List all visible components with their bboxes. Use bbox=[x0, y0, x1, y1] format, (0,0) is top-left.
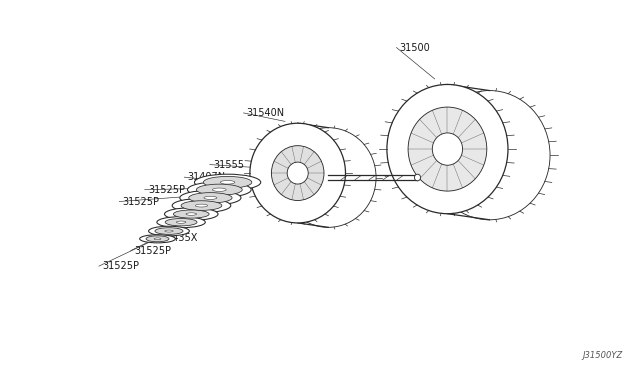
Ellipse shape bbox=[387, 84, 508, 214]
Text: 31525P: 31525P bbox=[102, 261, 139, 271]
Ellipse shape bbox=[408, 107, 487, 191]
Ellipse shape bbox=[271, 146, 324, 201]
Ellipse shape bbox=[204, 176, 252, 188]
Ellipse shape bbox=[146, 236, 169, 242]
Ellipse shape bbox=[429, 90, 550, 220]
Ellipse shape bbox=[164, 230, 173, 232]
Ellipse shape bbox=[280, 128, 376, 227]
Ellipse shape bbox=[189, 193, 232, 203]
Ellipse shape bbox=[220, 180, 235, 184]
Ellipse shape bbox=[212, 188, 226, 191]
Ellipse shape bbox=[415, 174, 420, 181]
Ellipse shape bbox=[140, 235, 175, 243]
Ellipse shape bbox=[181, 201, 222, 211]
Ellipse shape bbox=[172, 199, 231, 212]
Text: 31540N: 31540N bbox=[246, 108, 285, 118]
Ellipse shape bbox=[148, 226, 189, 236]
Text: 31525P: 31525P bbox=[134, 246, 171, 256]
Text: 31555: 31555 bbox=[213, 160, 244, 170]
Ellipse shape bbox=[195, 174, 260, 190]
Ellipse shape bbox=[154, 238, 161, 240]
Text: 31525P: 31525P bbox=[148, 185, 185, 195]
Ellipse shape bbox=[165, 218, 197, 226]
Ellipse shape bbox=[196, 184, 243, 195]
Text: 31525P: 31525P bbox=[122, 196, 159, 206]
Ellipse shape bbox=[180, 190, 241, 205]
Ellipse shape bbox=[186, 213, 196, 215]
Text: J31500YZ: J31500YZ bbox=[582, 350, 623, 359]
Text: 31407N: 31407N bbox=[188, 172, 225, 182]
Ellipse shape bbox=[173, 210, 209, 218]
Ellipse shape bbox=[188, 182, 251, 198]
Ellipse shape bbox=[287, 162, 308, 184]
Ellipse shape bbox=[250, 123, 346, 223]
Ellipse shape bbox=[204, 196, 217, 199]
Ellipse shape bbox=[155, 228, 183, 234]
Ellipse shape bbox=[157, 217, 205, 228]
Ellipse shape bbox=[432, 133, 463, 165]
Ellipse shape bbox=[195, 204, 207, 207]
Ellipse shape bbox=[176, 221, 186, 223]
Text: 31500: 31500 bbox=[399, 42, 431, 52]
Ellipse shape bbox=[164, 208, 218, 220]
Text: 31435X: 31435X bbox=[161, 233, 198, 243]
